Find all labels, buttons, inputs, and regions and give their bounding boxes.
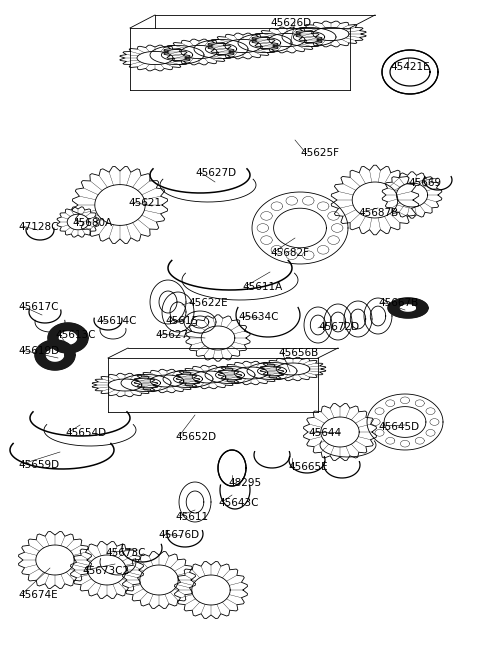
Text: 45682F: 45682F [270, 248, 309, 258]
Text: 45626D: 45626D [270, 18, 311, 28]
Text: 45627D: 45627D [195, 168, 236, 178]
Text: 45613C: 45613C [55, 330, 96, 340]
Text: 45627: 45627 [155, 330, 188, 340]
Text: 45659D: 45659D [18, 460, 59, 470]
Text: 45622E: 45622E [188, 298, 228, 308]
Text: 45667B: 45667B [378, 298, 418, 308]
Text: 45672D: 45672D [318, 322, 359, 332]
Text: 45673C2: 45673C2 [82, 566, 129, 576]
Text: 45680A: 45680A [72, 218, 112, 228]
Text: 45617C: 45617C [18, 302, 59, 312]
Text: 45687B: 45687B [358, 208, 398, 218]
Text: 45621: 45621 [128, 198, 161, 208]
Text: 45654D: 45654D [65, 428, 106, 438]
Text: 45645D: 45645D [378, 422, 419, 432]
Text: 45614C: 45614C [96, 316, 136, 326]
Text: 45615: 45615 [165, 316, 198, 326]
Text: 45643C: 45643C [218, 498, 259, 508]
Polygon shape [388, 298, 428, 318]
Text: 45669: 45669 [408, 178, 441, 188]
Text: 45652D: 45652D [175, 432, 216, 442]
Text: 45656B: 45656B [278, 348, 318, 358]
Text: 45625F: 45625F [300, 148, 339, 158]
Text: 45421E: 45421E [390, 62, 430, 72]
Text: 45611A: 45611A [242, 282, 282, 292]
Text: 45673C: 45673C [105, 548, 145, 558]
Polygon shape [35, 340, 75, 370]
Text: 45634C: 45634C [238, 312, 278, 322]
Text: 45619D: 45619D [18, 346, 59, 356]
Text: 45676D: 45676D [158, 530, 199, 540]
Text: 45611: 45611 [175, 512, 208, 522]
Text: 45665E: 45665E [288, 462, 328, 472]
Text: 47128C: 47128C [18, 222, 59, 232]
Text: 45674E: 45674E [18, 590, 58, 600]
Text: 45644: 45644 [308, 428, 341, 438]
Polygon shape [48, 323, 88, 353]
Text: 48295: 48295 [228, 478, 261, 488]
